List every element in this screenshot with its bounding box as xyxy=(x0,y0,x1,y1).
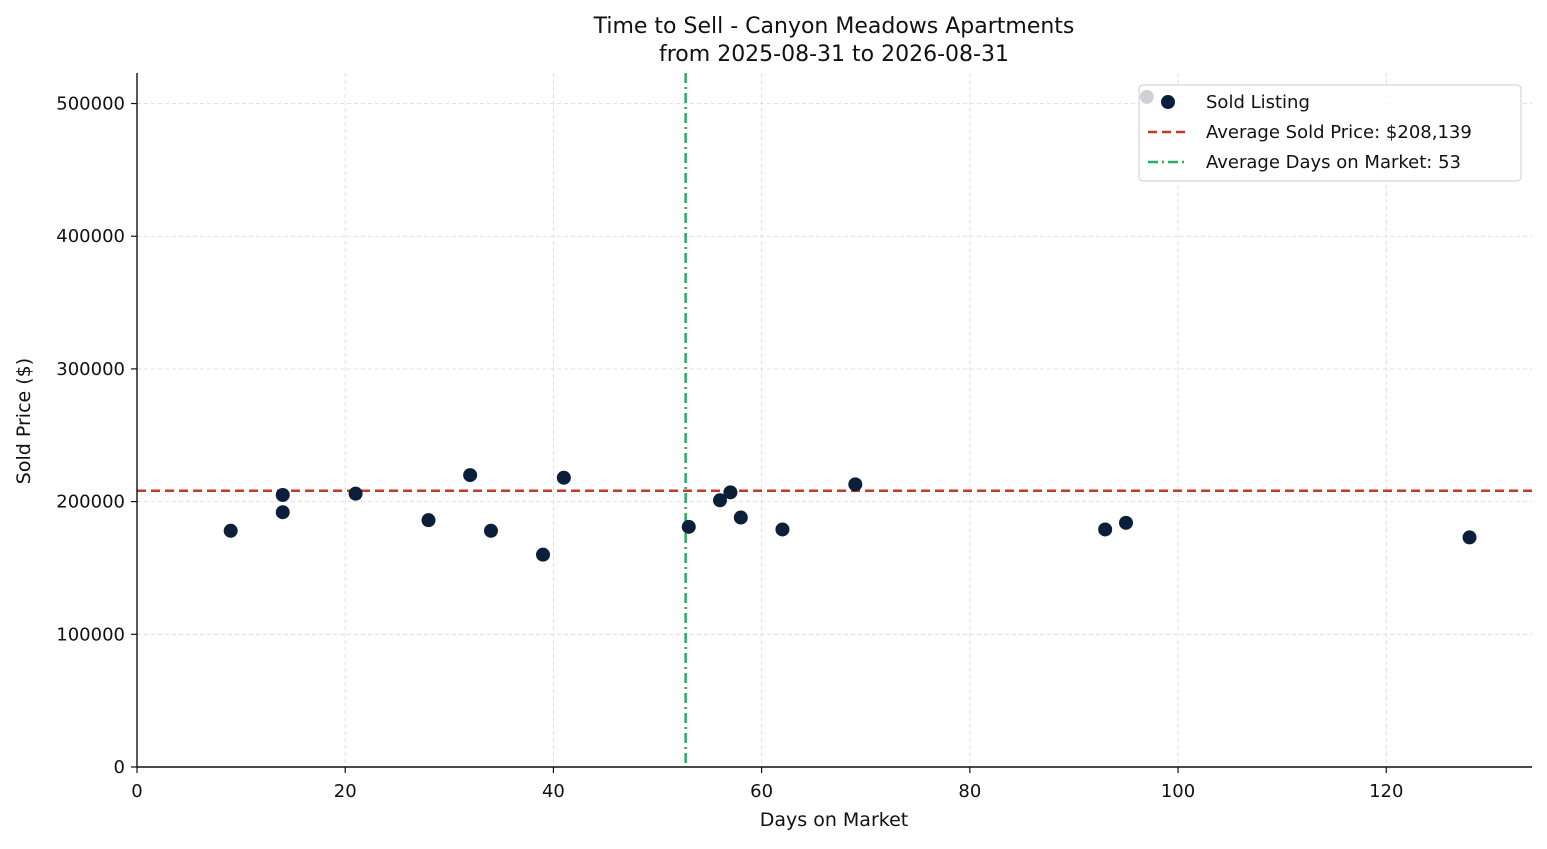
x-tick-label: 80 xyxy=(958,781,981,802)
y-axis-label: Sold Price ($) xyxy=(13,358,35,484)
legend-label-average-days-on-market: Average Days on Market: 53 xyxy=(1206,152,1461,173)
sold-listing-point xyxy=(1462,530,1477,545)
sold-listing-point xyxy=(275,505,290,520)
sold-listing-point xyxy=(775,522,790,537)
legend-label-average-sold-price: Average Sold Price: $208,139 xyxy=(1206,122,1472,143)
sold-listing-point xyxy=(421,513,436,528)
reference-lines xyxy=(137,73,1532,767)
sold-listing-point xyxy=(848,477,863,492)
y-tick-label: 200000 xyxy=(56,492,125,513)
x-tick-label: 60 xyxy=(750,781,773,802)
y-tick-label: 0 xyxy=(114,757,125,778)
sold-listing-point xyxy=(463,468,478,483)
axes: 0 20 40 60 80 100 120 0 100000 200000 300000 400000… xyxy=(56,73,1532,802)
legend-box xyxy=(1138,84,1522,182)
legend-marker-sold-listing xyxy=(1161,95,1175,109)
sold-listing-point xyxy=(483,523,498,538)
x-tick-label: 100 xyxy=(1161,781,1195,802)
chart-subtitle: from 2025-08-31 to 2026-08-31 xyxy=(659,42,1009,67)
x-tick-label: 0 xyxy=(131,781,142,802)
x-tick-label: 120 xyxy=(1369,781,1403,802)
y-tick-label: 300000 xyxy=(56,359,125,380)
x-tick-label: 20 xyxy=(334,781,357,802)
sold-listing-point xyxy=(223,523,238,538)
sold-listing-point xyxy=(348,486,363,501)
sold-listing-point xyxy=(1098,522,1113,537)
sold-listing-point xyxy=(681,519,696,534)
sold-listing-point xyxy=(536,547,551,562)
legend: Sold Listing Average Sold Price: $208,139… xyxy=(1138,84,1522,182)
y-tick-label: 500000 xyxy=(56,94,125,115)
x-axis-label: Days on Market xyxy=(760,809,908,831)
chart-title: Time to Sell - Canyon Meadows Apartments xyxy=(593,14,1075,39)
sold-listing-point xyxy=(712,493,727,508)
sold-listing-point xyxy=(1118,515,1133,530)
legend-label-sold-listing: Sold Listing xyxy=(1206,92,1310,113)
sold-listing-point xyxy=(556,470,571,485)
sold-listing-point xyxy=(275,487,290,502)
y-tick-label: 400000 xyxy=(56,226,125,247)
y-tick-label: 100000 xyxy=(56,624,125,645)
x-tick-label: 40 xyxy=(542,781,565,802)
sold-listing-point xyxy=(723,485,738,500)
sold-listing-point xyxy=(733,510,748,525)
